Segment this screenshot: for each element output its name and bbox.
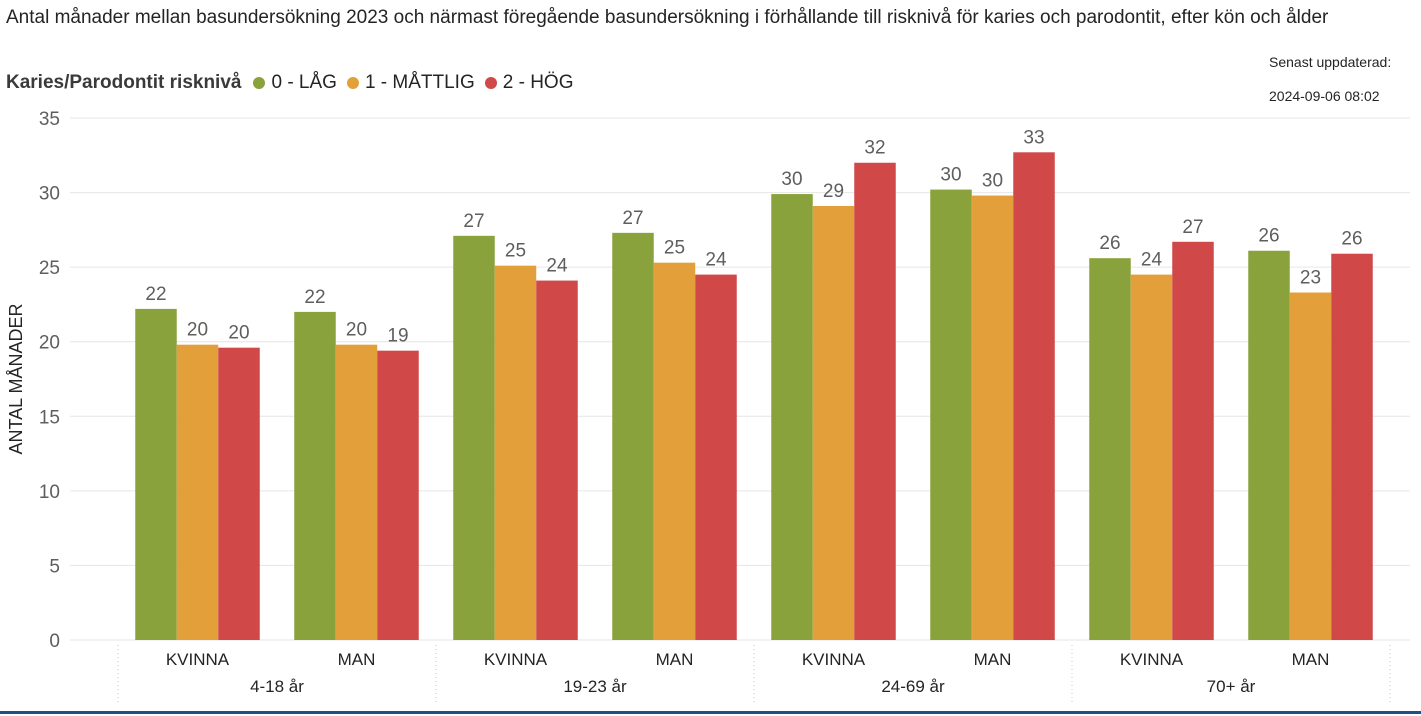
bar [494, 265, 537, 640]
last-updated: Senast uppdaterad: 2024-09-06 08:02 [1269, 53, 1409, 105]
legend-dot-high-icon [484, 77, 497, 89]
data-label: 25 [505, 241, 526, 262]
data-label: 20 [346, 320, 367, 341]
bar [854, 162, 896, 640]
legend-title: Karies/Parodontit risknivå [6, 72, 242, 93]
last-updated-value: 2024-09-06 08:02 [1269, 88, 1380, 104]
x-group-label: 4-18 år [250, 677, 304, 696]
x-category-label: KVINNA [484, 650, 548, 669]
legend-item-moderate[interactable]: 1 - MÅTTLIG [346, 72, 475, 94]
data-label: 19 [387, 326, 408, 347]
bar [294, 311, 336, 640]
bar [1331, 253, 1373, 640]
data-label: 29 [823, 181, 844, 202]
bar [1172, 241, 1214, 640]
bar [695, 274, 737, 640]
data-label: 30 [781, 169, 802, 190]
bar [612, 232, 654, 640]
data-label: 20 [187, 320, 208, 341]
bar [1013, 152, 1055, 640]
bar [218, 347, 260, 640]
bar [1289, 292, 1332, 640]
x-category-label: MAN [338, 650, 376, 669]
data-label: 26 [1099, 233, 1120, 254]
bar [653, 262, 696, 640]
chart-title: Antal månader mellan basundersökning 202… [6, 7, 1329, 28]
x-category-label: KVINNA [1120, 650, 1184, 669]
data-label: 27 [622, 208, 643, 229]
data-label: 20 [228, 323, 249, 344]
legend-label-high: 2 - HÖG [502, 72, 574, 93]
data-label: 25 [664, 238, 685, 259]
data-label: 27 [463, 211, 484, 232]
bar [453, 235, 495, 640]
x-category-label: KVINNA [166, 650, 230, 669]
bar [377, 350, 419, 640]
data-label: 23 [1300, 267, 1321, 288]
bar [971, 195, 1014, 640]
x-group-label: 19-23 år [563, 677, 627, 696]
data-label: 22 [145, 284, 166, 305]
bar [1089, 258, 1131, 640]
legend-dot-low-icon [253, 77, 266, 89]
y-tick-label: 0 [49, 631, 60, 652]
bottom-border [0, 711, 1421, 714]
y-tick-label: 15 [39, 407, 60, 428]
y-tick-label: 30 [39, 184, 60, 205]
y-tick-label: 25 [39, 258, 60, 279]
data-label: 24 [546, 256, 568, 277]
x-category-label: MAN [974, 650, 1012, 669]
bar [771, 194, 813, 640]
data-label: 22 [304, 287, 325, 308]
x-category-label: MAN [656, 650, 694, 669]
x-group-label: 24-69 år [881, 677, 945, 696]
x-category-label: KVINNA [802, 650, 866, 669]
bar [1130, 274, 1173, 640]
x-group-label: 70+ år [1207, 677, 1256, 696]
y-axis-label: ANTAL MÅNADER [6, 303, 26, 454]
data-label: 30 [982, 171, 1003, 192]
legend-item-low[interactable]: 0 - LÅG [253, 72, 337, 94]
y-tick-label: 10 [39, 482, 60, 503]
legend-dot-moderate-icon [346, 77, 359, 89]
bar [1248, 250, 1290, 641]
data-label: 24 [1141, 250, 1163, 271]
bar [536, 280, 578, 640]
data-label: 32 [864, 138, 885, 159]
data-label: 27 [1182, 217, 1203, 238]
x-category-label: MAN [1292, 650, 1330, 669]
bar [135, 308, 177, 640]
bar [176, 344, 219, 640]
data-label: 26 [1341, 229, 1362, 250]
data-label: 26 [1258, 226, 1279, 247]
data-label: 30 [940, 165, 961, 186]
legend: Karies/Parodontit risknivå 0 - LÅG 1 - M… [6, 71, 583, 95]
last-updated-label: Senast uppdaterad: [1269, 54, 1392, 70]
data-label: 24 [705, 250, 727, 271]
legend-label-low: 0 - LÅG [271, 72, 337, 93]
bar [812, 205, 855, 640]
bar [930, 189, 972, 641]
legend-item-high[interactable]: 2 - HÖG [484, 72, 574, 94]
y-tick-label: 20 [39, 333, 60, 354]
y-tick-label: 5 [49, 556, 60, 577]
data-label: 33 [1023, 127, 1044, 148]
bar [335, 344, 378, 640]
y-tick-label: 35 [39, 109, 60, 130]
legend-label-moderate: 1 - MÅTTLIG [364, 72, 475, 93]
